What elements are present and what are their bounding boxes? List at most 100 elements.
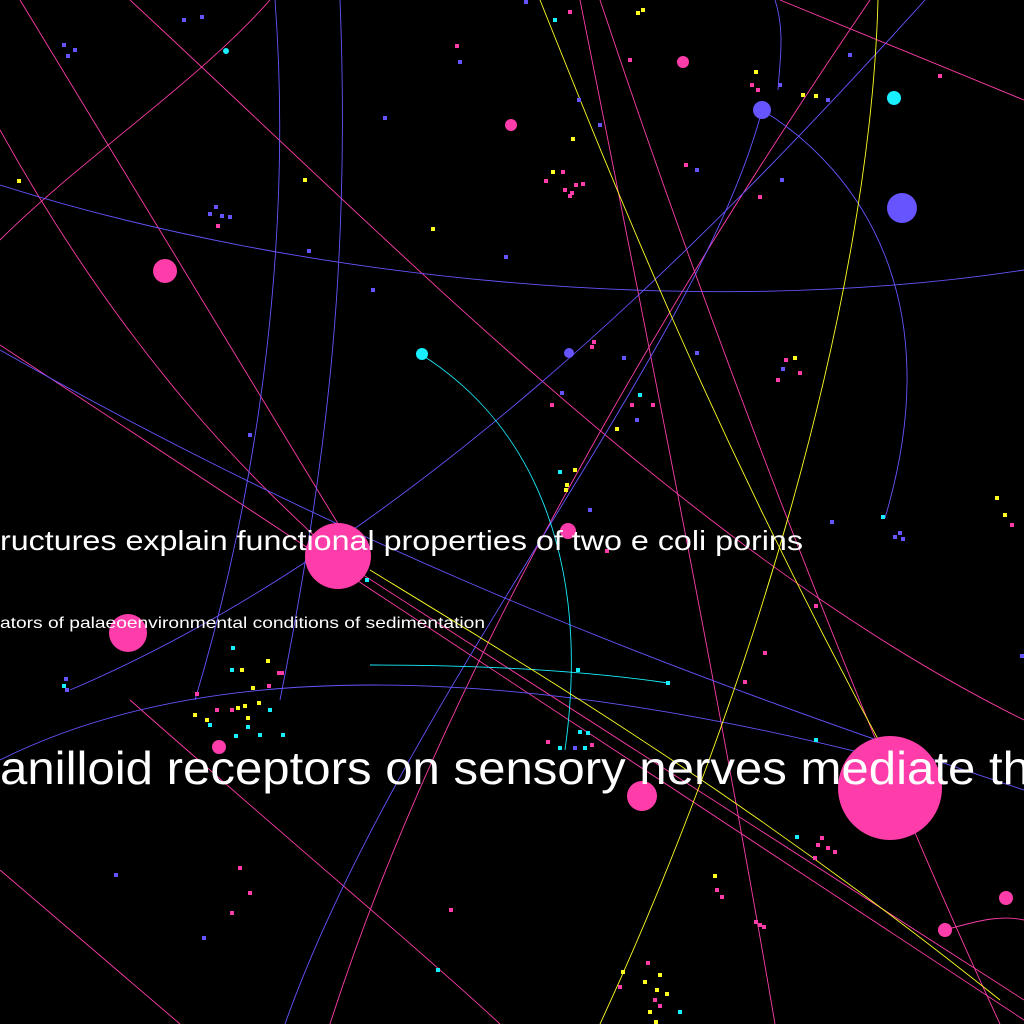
small-node — [628, 58, 632, 62]
small-node — [230, 668, 234, 672]
node — [223, 48, 229, 54]
small-node — [66, 54, 70, 58]
small-node — [558, 746, 562, 750]
small-node — [570, 191, 574, 195]
small-node — [590, 743, 594, 747]
small-node — [195, 692, 199, 696]
small-node — [758, 195, 762, 199]
small-node — [62, 43, 66, 47]
small-node — [762, 925, 766, 929]
node — [887, 193, 917, 223]
small-node — [804, 771, 808, 775]
small-node — [630, 403, 634, 407]
small-node — [574, 183, 578, 187]
edge — [944, 917, 1024, 931]
small-node — [780, 178, 784, 182]
small-node — [560, 391, 564, 395]
small-node — [814, 738, 818, 742]
small-node — [1003, 513, 1007, 517]
small-node — [205, 718, 209, 722]
small-node — [65, 688, 69, 692]
small-node — [848, 53, 852, 57]
node — [560, 523, 576, 539]
node — [212, 740, 226, 754]
node-label-porins: ructures explain functional properties o… — [0, 525, 803, 556]
small-node — [795, 835, 799, 839]
node — [564, 348, 574, 358]
small-node — [550, 403, 554, 407]
small-node — [1010, 523, 1014, 527]
edge — [579, 0, 776, 1024]
small-node — [257, 701, 261, 705]
small-node — [826, 98, 830, 102]
small-node — [678, 1010, 682, 1014]
node — [153, 259, 177, 283]
small-node — [826, 846, 830, 850]
edge — [369, 664, 669, 684]
node — [838, 736, 942, 840]
small-node — [243, 704, 247, 708]
edge — [599, 0, 879, 1024]
small-node — [234, 734, 238, 738]
small-node — [208, 212, 212, 216]
small-node — [220, 214, 224, 218]
small-node — [246, 716, 250, 720]
small-node — [641, 8, 645, 12]
small-node — [266, 659, 270, 663]
edge — [779, 0, 1024, 101]
small-node — [756, 88, 760, 92]
edge — [329, 0, 871, 1024]
small-node — [763, 651, 767, 655]
small-node — [62, 684, 66, 688]
small-node — [715, 888, 719, 892]
small-node — [504, 255, 508, 259]
node — [416, 348, 428, 360]
small-node — [605, 549, 609, 553]
small-node — [813, 856, 817, 860]
edge — [774, 0, 782, 91]
node-labels: ructures explain functional properties o… — [0, 525, 1024, 794]
edge — [421, 354, 572, 751]
small-node — [251, 686, 255, 690]
edge — [194, 0, 281, 701]
small-node — [114, 873, 118, 877]
small-node — [743, 680, 747, 684]
small-node — [618, 985, 622, 989]
small-node — [881, 515, 885, 519]
node — [938, 923, 952, 937]
small-node — [573, 468, 577, 472]
small-node — [246, 725, 250, 729]
small-node — [544, 179, 548, 183]
small-node — [568, 194, 572, 198]
node — [887, 91, 901, 105]
small-node — [820, 836, 824, 840]
small-node — [564, 488, 568, 492]
small-node — [307, 249, 311, 253]
small-node — [371, 288, 375, 292]
small-node — [228, 215, 232, 219]
small-node — [781, 367, 785, 371]
small-node — [1020, 654, 1024, 658]
small-node — [695, 351, 699, 355]
small-node — [636, 11, 640, 15]
small-node — [598, 123, 602, 127]
small-node — [666, 681, 670, 685]
edge — [0, 869, 181, 1024]
small-node — [713, 874, 717, 878]
small-node — [750, 83, 754, 87]
small-node — [754, 70, 758, 74]
small-node — [458, 60, 462, 64]
small-node — [277, 671, 281, 675]
small-node — [658, 1004, 662, 1008]
edge — [284, 109, 763, 1024]
node — [627, 781, 657, 811]
small-node — [588, 508, 592, 512]
small-node — [684, 163, 688, 167]
small-node — [651, 403, 655, 407]
small-node — [230, 708, 234, 712]
small-node — [754, 920, 758, 924]
small-node — [784, 358, 788, 362]
